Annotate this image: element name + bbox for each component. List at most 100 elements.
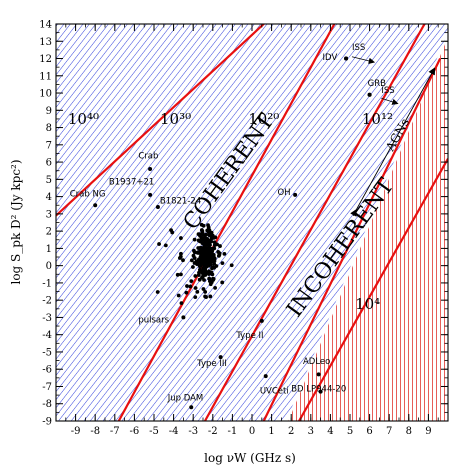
tb-line-label: 10¹² — [362, 110, 393, 128]
y-tick-label: -4 — [42, 330, 52, 341]
pulsar-point — [203, 290, 208, 294]
source-label: IDV — [323, 53, 338, 63]
pulsar-point — [195, 289, 200, 294]
pulsar-point — [191, 265, 195, 269]
pulsar-point — [205, 251, 209, 256]
iss-arrow — [351, 56, 376, 64]
source-point — [263, 374, 268, 379]
pulsar-point — [155, 290, 160, 294]
pulsar-point — [213, 285, 217, 290]
axis-ticks: -9 -8 -7 -6 -5 -4 -3 -2 -1 0 1 2 3 4 5 6 7 8 9-9-8-7-6-5-4… — [39, 20, 449, 437]
coherent-region — [56, 24, 448, 421]
pulsar-point — [198, 234, 202, 238]
pulsar-point — [208, 294, 213, 299]
pulsar-point — [201, 271, 206, 276]
pulsar-point — [220, 261, 225, 266]
source-label: Crab NG — [70, 190, 106, 200]
data-points — [93, 56, 372, 410]
y-tick-label: 0 — [46, 261, 52, 272]
pulsar-point — [201, 233, 206, 237]
source-label: Jup DAM — [167, 393, 204, 403]
pulsar-point — [177, 256, 182, 260]
x-tick-label: -2 — [208, 426, 218, 437]
source-point — [189, 405, 194, 410]
x-tick-label: 3 — [308, 426, 314, 437]
y-tick-label: 5 — [46, 175, 52, 186]
pulsar-point — [202, 256, 206, 261]
y-tick-label: 9 — [46, 106, 52, 117]
x-tick-label: -8 — [90, 426, 100, 437]
source-label: pulsars — [138, 316, 169, 326]
pulsar-point — [208, 282, 213, 287]
y-tick-label: -3 — [42, 313, 52, 324]
y-tick-label: 8 — [46, 123, 52, 134]
pulsar-point — [185, 284, 189, 288]
x-tick-label: 0 — [249, 426, 255, 437]
pulsar-point — [197, 264, 202, 269]
source-point — [155, 204, 160, 209]
pulsar-point — [218, 244, 222, 248]
pulsar-point — [175, 272, 180, 277]
pulsar-point — [197, 267, 202, 272]
pulsar-point — [210, 247, 215, 251]
tb-line-label: 10⁴ — [355, 295, 380, 313]
y-tick-label: 13 — [39, 37, 52, 48]
y-tick-label: -8 — [42, 399, 52, 410]
iss-arrow — [381, 97, 399, 105]
x-tick-label: 1 — [268, 426, 274, 437]
x-tick-label: -4 — [169, 426, 179, 437]
x-tick-label: -7 — [110, 426, 120, 437]
x-tick-label: -1 — [228, 426, 238, 437]
y-tick-label: -9 — [42, 417, 52, 428]
pulsar-point — [201, 223, 206, 228]
source-label: ADLeo — [303, 357, 330, 367]
tb-line-label: 10³⁰ — [160, 110, 191, 128]
pulsar-point — [203, 236, 208, 241]
tb-line — [117, 24, 336, 421]
pulsar-point — [209, 230, 214, 235]
y-tick-label: -7 — [42, 382, 52, 393]
source-label: Type III — [196, 359, 227, 369]
x-tick-label: 4 — [327, 426, 333, 437]
pulsar-point — [206, 225, 211, 230]
pulsar-point — [192, 250, 197, 255]
source-point — [259, 318, 264, 323]
pulsar-point — [198, 250, 202, 254]
y-tick-label: 4 — [46, 192, 52, 203]
source-point — [316, 372, 321, 377]
y-tick-label: 10 — [39, 89, 52, 100]
pulsar-point — [205, 248, 210, 253]
pulsar-point — [163, 243, 168, 248]
pulsar-point — [202, 241, 207, 245]
pulsar-point — [201, 287, 206, 291]
pulsar-point — [212, 243, 217, 247]
y-tick-label: -6 — [42, 365, 52, 376]
x-tick-label: 9 — [425, 426, 431, 437]
pulsar-point — [170, 230, 175, 235]
pulsar-point — [210, 266, 214, 271]
pulsar-point — [199, 259, 204, 264]
y-tick-label: 7 — [46, 140, 52, 151]
pulsar-point — [208, 238, 213, 243]
y-tick-label: -1 — [42, 278, 52, 289]
pulsar-point — [201, 266, 206, 270]
y-tick-label: 2 — [46, 227, 52, 238]
pulsar-point — [191, 253, 196, 258]
pulsar-point — [212, 240, 217, 245]
x-tick-label: 2 — [288, 426, 294, 437]
x-tick-label: -9 — [71, 426, 81, 437]
pulsar-point — [222, 251, 227, 256]
source-label: Type II — [235, 331, 263, 341]
pulsar-point — [179, 272, 183, 277]
pulsar-point — [193, 274, 198, 278]
source-point — [148, 192, 153, 197]
source-point — [318, 389, 323, 394]
pulsar-point — [181, 258, 185, 263]
source-label: ISS — [381, 86, 394, 96]
pulsar-point — [200, 275, 204, 280]
pulsar-point — [211, 255, 215, 260]
pulsar-point — [189, 258, 194, 263]
pulsar-point — [229, 263, 234, 268]
source-label: ISS — [352, 43, 365, 53]
